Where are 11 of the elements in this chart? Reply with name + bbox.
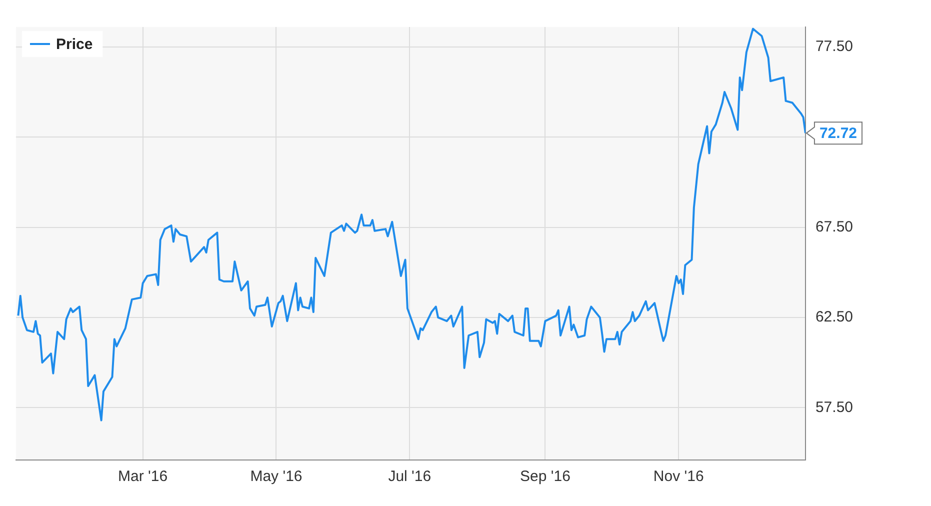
x-tick-label: Sep '16: [520, 468, 570, 486]
y-tick-label: 77.50: [815, 38, 854, 55]
x-tick-label: Jul '16: [388, 468, 432, 486]
x-tick-label: Mar '16: [118, 468, 168, 486]
y-tick-label: 67.50: [815, 218, 854, 236]
y-tick-label: 62.50: [815, 308, 854, 326]
legend-label: Price: [56, 36, 93, 54]
x-tick-label: Nov '16: [653, 468, 704, 486]
y-tick-label: 57.50: [815, 398, 854, 416]
x-tick-label: May '16: [250, 468, 302, 486]
annotation: 72.72: [819, 125, 858, 142]
